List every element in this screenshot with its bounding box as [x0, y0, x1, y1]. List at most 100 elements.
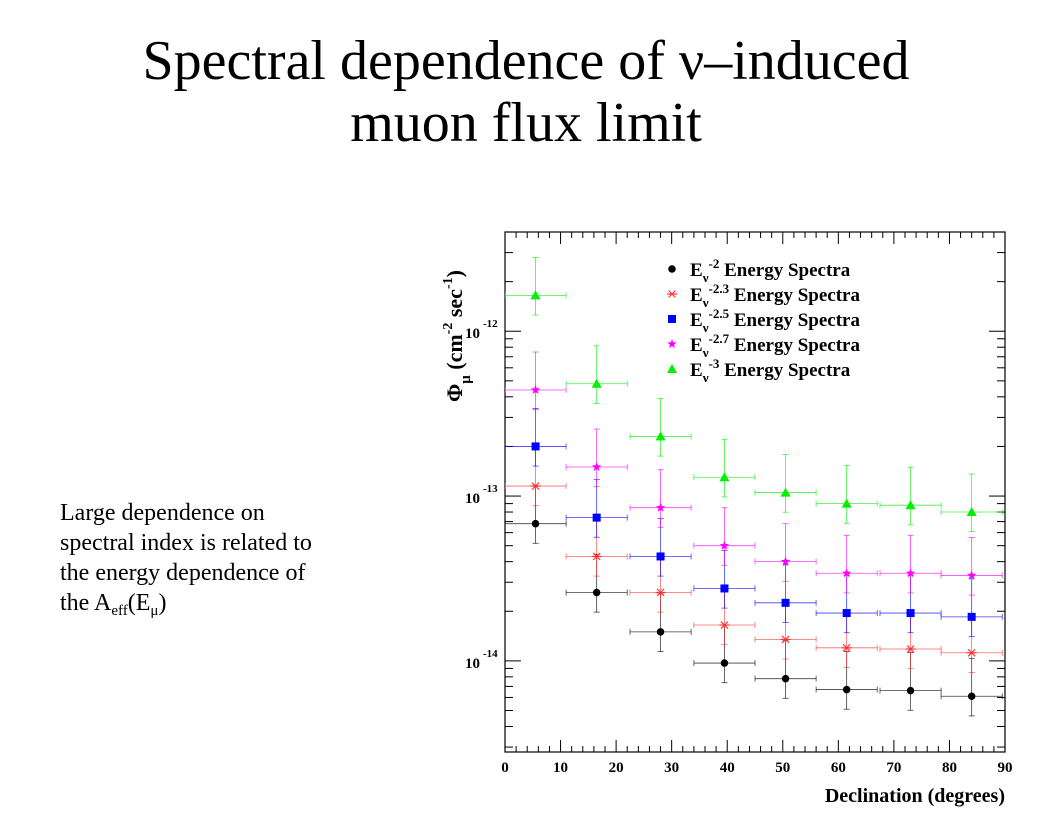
legend-base: E — [690, 310, 703, 331]
legend-marker — [668, 265, 676, 273]
x-tick-label: 90 — [998, 760, 1013, 776]
legend-base: E — [690, 260, 703, 281]
y-label-phi: Φ — [442, 384, 467, 402]
asterisk-stroke — [720, 621, 729, 629]
data-point — [780, 635, 791, 644]
plot-frame — [504, 231, 1006, 753]
data-point — [781, 598, 790, 607]
data-point — [780, 487, 791, 497]
data-point — [967, 692, 976, 701]
legend-text: Energy Spectra — [729, 285, 860, 306]
legend-item-2: Eν-2.5 Energy Spectra — [668, 306, 860, 335]
legend-base: E — [690, 360, 703, 381]
y-label-exp2: -1 — [441, 277, 456, 289]
x-tick-label: 60 — [831, 760, 846, 776]
legend-label: Eν-3 Energy Spectra — [690, 356, 851, 385]
data-point — [530, 482, 541, 490]
caption-body: Large dependence on spectral index is re… — [60, 500, 312, 616]
data-point — [780, 556, 791, 566]
legend-label: Eν-2.7 Energy Spectra — [690, 331, 860, 360]
legend-label: Eν-2 Energy Spectra — [690, 256, 851, 285]
x-tick-label: 10 — [553, 760, 568, 776]
caption-emu-open: (E — [127, 590, 151, 616]
data-point — [842, 609, 851, 618]
x-tick-label: 0 — [501, 760, 509, 776]
plot-area — [505, 257, 1003, 717]
series-2 — [505, 408, 1003, 637]
data-point — [655, 431, 666, 441]
x-axis-label: Declination (degrees) — [825, 785, 1005, 807]
data-point — [905, 645, 916, 653]
legend-text: Energy Spectra — [719, 260, 850, 281]
legend-text: Energy Spectra — [729, 310, 860, 331]
data-point — [656, 628, 665, 636]
y-axis-label: Φμ (cm-2 sec-1) — [441, 270, 474, 402]
caption-close: ) — [158, 590, 167, 616]
y-tick-label: 10 — [465, 326, 480, 342]
asterisk-stroke — [668, 290, 676, 298]
data-point — [966, 570, 977, 580]
asterisk-stroke — [781, 635, 790, 644]
legend-sub: ν — [702, 320, 709, 335]
legend-sub: ν — [702, 295, 709, 310]
y-label-mu: μ — [458, 375, 474, 384]
data-point — [905, 568, 916, 578]
asterisk-stroke — [592, 552, 601, 561]
data-point — [966, 648, 977, 657]
y-tick-exponent: -13 — [483, 483, 498, 495]
y-label-exp1: -2 — [441, 323, 456, 335]
data-point — [719, 540, 730, 550]
caption-a: A — [94, 590, 112, 616]
data-point — [781, 674, 790, 683]
legend-exp: -3 — [709, 356, 720, 371]
data-point — [841, 568, 852, 578]
y-tick-exponent: -12 — [483, 318, 498, 330]
legend-text: Energy Spectra — [719, 360, 850, 381]
legend-sub: ν — [702, 345, 709, 360]
data-point — [906, 609, 915, 618]
legend-base: E — [690, 335, 703, 356]
data-point — [906, 686, 915, 695]
asterisk-stroke — [656, 588, 665, 597]
data-point — [655, 502, 666, 512]
legend-marker — [668, 315, 676, 323]
data-point — [530, 385, 541, 394]
data-point — [592, 513, 601, 522]
slide-title: Spectral dependence of ν–induced muon fl… — [0, 30, 1052, 154]
x-tick-label: 80 — [942, 760, 957, 776]
data-point — [591, 552, 602, 561]
data-point — [842, 685, 851, 694]
asterisk-stroke — [967, 648, 976, 657]
x-tick-label: 30 — [664, 760, 679, 776]
legend-label: Eν-2.3 Energy Spectra — [690, 281, 860, 310]
data-point — [966, 507, 977, 517]
legend-marker — [667, 339, 677, 348]
legend-exp: -2.7 — [709, 331, 730, 346]
legend-label: Eν-2.5 Energy Spectra — [690, 306, 860, 335]
data-point — [591, 462, 602, 472]
caption-text: Large dependence on spectral index is re… — [60, 498, 335, 626]
x-tick-label: 20 — [609, 760, 624, 776]
legend-sub: ν — [702, 370, 709, 385]
y-tick-label: 10 — [465, 491, 480, 507]
y-tick-exponent: -14 — [483, 648, 498, 660]
legend-item-4: Eν-3 Energy Spectra — [667, 356, 851, 385]
data-point — [531, 442, 540, 451]
legend-exp: -2.5 — [709, 306, 730, 321]
legend-text: Energy Spectra — [729, 335, 860, 356]
y-tick-label: 10 — [465, 656, 480, 672]
data-point — [905, 500, 916, 510]
legend-sub: ν — [702, 270, 709, 285]
legend-marker — [667, 290, 677, 298]
asterisk-stroke — [842, 643, 851, 652]
data-point — [720, 584, 729, 593]
legend-base: E — [690, 285, 703, 306]
slide-title-line2: muon flux limit — [350, 92, 702, 154]
data-point — [720, 659, 729, 667]
legend-marker — [667, 364, 677, 373]
asterisk-stroke — [531, 482, 540, 490]
y-label-close: ) — [442, 270, 467, 277]
x-tick-label: 40 — [720, 760, 735, 776]
